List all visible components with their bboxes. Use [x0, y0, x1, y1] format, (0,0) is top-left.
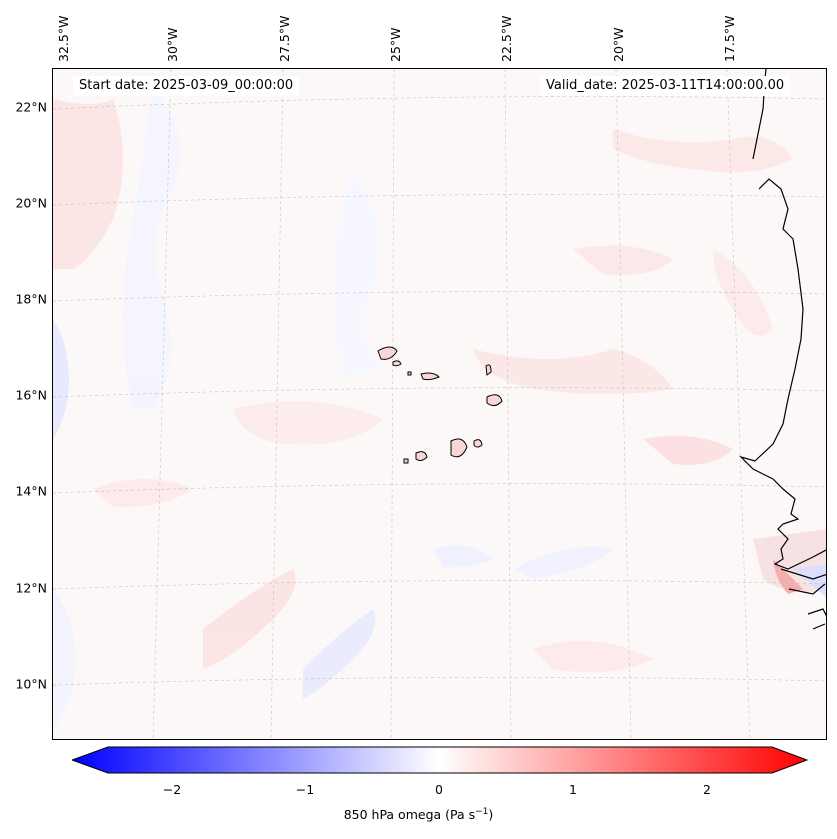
lon-label-30w: 30°W [165, 27, 180, 62]
coastline-africa [738, 69, 826, 630]
colorbar-tick-neg1: −1 [295, 782, 315, 797]
lon-label-22-5w: 22.5°W [499, 15, 514, 62]
lat-label-16n: 16°N [15, 387, 47, 403]
lat-label-22n: 22°N [15, 99, 47, 115]
valid-date-label: Valid_date: 2025-03-11T14:00:00.00 [540, 76, 791, 96]
lat-label-18n: 18°N [15, 291, 47, 307]
omega-field-map [53, 69, 826, 739]
lon-label-17-5w: 17.5°W [722, 15, 737, 62]
colorbar-tick-0: 0 [435, 782, 443, 797]
lat-label-14n: 14°N [15, 483, 47, 499]
start-date-label: Start date: 2025-03-09_00:00:00 [73, 76, 300, 96]
graticule-lines [53, 69, 826, 739]
colorbar-label: 850 hPa omega (Pa s−1) [343, 807, 494, 823]
cape-verde-islands [377, 346, 503, 464]
map-panel [52, 68, 827, 740]
lat-label-10n: 10°N [15, 676, 47, 692]
lat-label-20n: 20°N [15, 195, 47, 211]
lon-label-20w: 20°W [611, 27, 626, 62]
colorbar-tick-neg2: −2 [162, 782, 182, 797]
lon-label-32-5w: 32.5°W [56, 15, 71, 62]
omega-contours [53, 89, 826, 729]
lon-label-25w: 25°W [388, 27, 403, 62]
lat-label-12n: 12°N [15, 580, 47, 596]
colorbar-tick-2: 2 [703, 782, 711, 797]
colorbar-tick-1: 1 [569, 782, 577, 797]
colorbar [72, 746, 808, 774]
colorbar-body [72, 746, 808, 774]
lon-label-27-5w: 27.5°W [277, 15, 292, 62]
